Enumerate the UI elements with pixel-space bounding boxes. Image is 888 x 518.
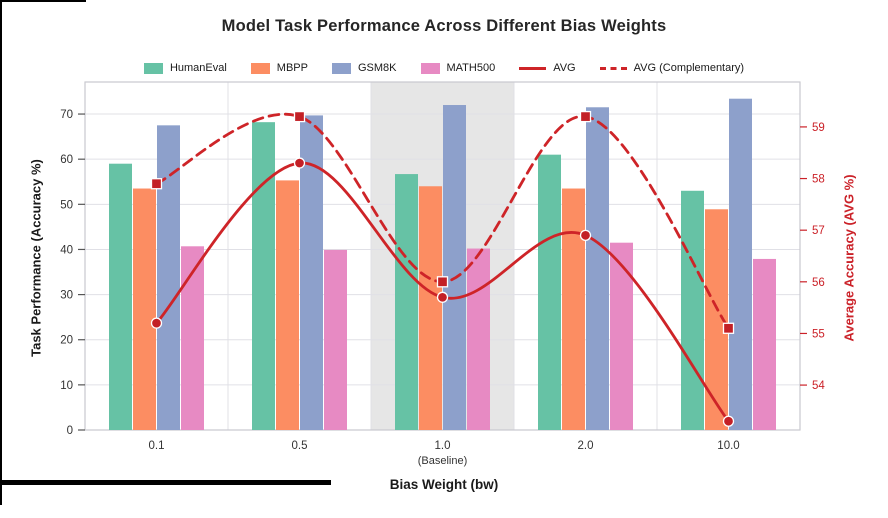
x-tick-sublabel: (Baseline) xyxy=(418,455,468,467)
marker-square-avg-complementary-bw10.0 xyxy=(722,322,735,334)
right-tick-label: 55 xyxy=(812,328,825,340)
left-tick-label: 40 xyxy=(60,244,73,256)
right-tick-label: 54 xyxy=(812,380,825,392)
bar-mbpp-bw10.0 xyxy=(705,209,728,430)
bar-math500-bw0.1 xyxy=(181,246,204,430)
bar-mbpp-bw2.0 xyxy=(562,188,585,430)
marker-circle-avg-bw2.0 xyxy=(579,229,592,241)
marker-square-avg-complementary-bw0.1 xyxy=(150,178,163,190)
legend-label: AVG xyxy=(553,62,576,74)
left-tick-label: 30 xyxy=(60,290,73,302)
legend-label: MATH500 xyxy=(446,62,496,74)
bar-math500-bw2.0 xyxy=(610,242,633,430)
bar-gsm8k-bw0.1 xyxy=(157,125,180,430)
marker-circle-avg-bw1.0 xyxy=(436,291,449,303)
screen-edge-artifact-bottom xyxy=(0,480,331,485)
legend-item-mbpp: MBPP xyxy=(250,62,308,74)
x-tick-label: 10.0 xyxy=(717,440,739,452)
bar-mbpp-bw0.5 xyxy=(276,180,299,430)
screen-edge-artifact-left xyxy=(0,0,2,505)
right-tick-label: 59 xyxy=(812,122,825,134)
plot-frame xyxy=(84,81,801,431)
x-axis-title: Bias Weight (bw) xyxy=(389,477,499,492)
right-tick-label: 56 xyxy=(812,277,825,289)
line-avg-complementary xyxy=(155,112,730,330)
marker-square-avg-complementary-bw1.0 xyxy=(436,276,449,288)
screen-edge-artifact-top xyxy=(0,0,86,2)
left-tick-label: 60 xyxy=(60,154,73,166)
marker-circle-avg-bw10.0 xyxy=(722,415,735,427)
legend-swatch-icon xyxy=(331,62,351,74)
left-tick-label: 10 xyxy=(60,380,73,392)
x-tick-label: 0.1 xyxy=(149,440,165,452)
legend-item-avg-complementary: AVG (Complementary) xyxy=(599,62,745,74)
bar-mbpp-bw0.1 xyxy=(133,188,156,430)
bar-mbpp-bw1.0 xyxy=(419,186,442,430)
x-tick-label: 2.0 xyxy=(578,440,594,452)
marker-circle-avg-bw0.1 xyxy=(150,317,163,329)
legend-label: HumanEval xyxy=(169,62,227,74)
legend: HumanEval MBPP GSM8K MATH500 AVG AVG (Complem… xyxy=(0,56,888,80)
legend-label: MBPP xyxy=(276,62,308,74)
x-tick-label: 1.0 xyxy=(435,440,451,452)
marker-square-avg-complementary-bw2.0 xyxy=(579,110,592,123)
left-axis-title: Task Performance (Accuracy %) xyxy=(28,159,44,357)
legend-label: AVG (Complementary) xyxy=(633,62,745,74)
marker-circle-avg-bw0.5 xyxy=(293,157,306,169)
right-axis-title: Average Accuracy (AVG %) xyxy=(841,174,857,342)
left-tick-label: 0 xyxy=(67,425,73,437)
left-tick-label: 70 xyxy=(60,109,73,121)
legend-swatch-icon xyxy=(420,62,440,74)
right-tick-label: 57 xyxy=(812,225,825,237)
bar-humaneval-bw2.0 xyxy=(538,154,561,431)
legend-item-math500: MATH500 xyxy=(420,62,496,74)
legend-item-gsm8k: GSM8K xyxy=(331,62,397,74)
legend-swatch-icon xyxy=(143,62,163,74)
chart-title: Model Task Performance Across Different … xyxy=(221,17,667,35)
bar-math500-bw10.0 xyxy=(753,258,776,430)
legend-item-humaneval: HumanEval xyxy=(143,62,227,74)
bar-humaneval-bw10.0 xyxy=(681,190,704,430)
legend-solid-line-icon xyxy=(519,66,547,70)
marker-square-avg-complementary-bw0.5 xyxy=(293,110,306,123)
bar-humaneval-bw0.5 xyxy=(252,122,275,430)
legend-item-avg: AVG xyxy=(519,62,576,74)
x-tick-label: 0.5 xyxy=(292,440,308,452)
bar-humaneval-bw1.0 xyxy=(395,174,418,430)
bar-gsm8k-bw0.5 xyxy=(300,115,323,430)
bar-humaneval-bw0.1 xyxy=(109,163,132,430)
bar-gsm8k-bw10.0 xyxy=(729,98,752,431)
left-tick-label: 50 xyxy=(60,199,73,211)
baseline-highlight-band xyxy=(371,82,514,430)
right-tick-label: 58 xyxy=(812,174,825,186)
bar-gsm8k-bw2.0 xyxy=(586,107,609,430)
bar-gsm8k-bw1.0 xyxy=(443,105,466,430)
legend-swatch-icon xyxy=(250,62,270,74)
legend-label: GSM8K xyxy=(357,62,397,74)
bar-math500-bw1.0 xyxy=(467,248,490,430)
bar-math500-bw0.5 xyxy=(324,249,347,430)
legend-dashed-line-icon xyxy=(599,66,627,70)
left-tick-label: 20 xyxy=(60,335,73,347)
